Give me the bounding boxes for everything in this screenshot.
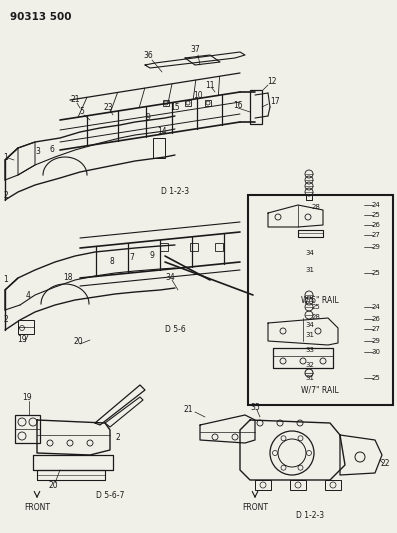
Text: 9: 9 xyxy=(146,114,150,123)
Text: 10: 10 xyxy=(193,92,203,101)
Text: 17: 17 xyxy=(270,98,279,107)
Text: 34: 34 xyxy=(306,322,314,328)
Text: 14: 14 xyxy=(157,127,167,136)
Bar xyxy=(163,100,169,106)
Bar xyxy=(160,243,168,251)
Bar xyxy=(215,243,223,251)
Text: 12: 12 xyxy=(267,77,276,86)
Text: D 1-2-3: D 1-2-3 xyxy=(296,511,324,520)
Text: FRONT: FRONT xyxy=(24,504,50,513)
Text: 27: 27 xyxy=(372,232,380,238)
Text: 25: 25 xyxy=(312,304,320,310)
Bar xyxy=(255,480,271,490)
Text: 90313 500: 90313 500 xyxy=(10,12,71,22)
Text: 35: 35 xyxy=(250,402,260,411)
Text: 5: 5 xyxy=(79,108,85,117)
Bar xyxy=(290,480,306,490)
Text: 28: 28 xyxy=(312,314,320,320)
Text: 27: 27 xyxy=(372,326,380,332)
Text: 26: 26 xyxy=(372,222,380,228)
Text: 32: 32 xyxy=(306,362,314,368)
Text: 31: 31 xyxy=(306,375,314,381)
Bar xyxy=(185,100,191,106)
Bar xyxy=(250,90,262,124)
Text: 25: 25 xyxy=(372,270,380,276)
Text: 24: 24 xyxy=(372,304,380,310)
Text: 31: 31 xyxy=(306,267,314,273)
Bar xyxy=(248,195,393,405)
Text: FRONT: FRONT xyxy=(242,504,268,513)
Bar xyxy=(153,138,165,158)
Text: 33: 33 xyxy=(306,347,314,353)
Text: 31: 31 xyxy=(306,332,314,338)
Text: 2: 2 xyxy=(116,432,120,441)
Text: 29: 29 xyxy=(372,244,380,250)
Text: 20: 20 xyxy=(48,481,58,489)
Text: 34: 34 xyxy=(306,250,314,256)
Text: 2: 2 xyxy=(3,190,8,199)
Text: 36: 36 xyxy=(143,51,153,60)
Text: 21: 21 xyxy=(70,95,80,104)
Text: 19: 19 xyxy=(22,392,32,401)
Text: 9: 9 xyxy=(150,251,154,260)
Text: 25: 25 xyxy=(372,212,380,218)
Text: 20: 20 xyxy=(73,337,83,346)
Text: 7: 7 xyxy=(129,254,135,262)
Text: 1: 1 xyxy=(3,276,8,285)
Text: W/6" RAIL: W/6" RAIL xyxy=(301,295,339,304)
Text: 19: 19 xyxy=(17,335,27,344)
Text: 1: 1 xyxy=(3,154,8,163)
Text: W/7" RAIL: W/7" RAIL xyxy=(301,385,339,394)
Text: 37: 37 xyxy=(190,45,200,54)
Text: D 5-6: D 5-6 xyxy=(165,326,185,335)
Text: 26: 26 xyxy=(372,316,380,322)
Text: 34: 34 xyxy=(165,273,175,282)
Text: 29: 29 xyxy=(372,338,380,344)
Bar xyxy=(15,415,40,443)
Text: 4: 4 xyxy=(25,290,31,300)
Bar xyxy=(190,243,198,251)
Text: 22: 22 xyxy=(380,458,390,467)
Text: 11: 11 xyxy=(205,80,215,90)
Text: 23: 23 xyxy=(103,102,113,111)
Text: 30: 30 xyxy=(372,349,380,355)
Text: D 5-6-7: D 5-6-7 xyxy=(96,490,124,499)
Text: D 1-2-3: D 1-2-3 xyxy=(161,188,189,197)
Text: 6: 6 xyxy=(50,146,54,155)
Bar xyxy=(325,480,341,490)
Text: 3: 3 xyxy=(36,148,40,157)
Text: 2: 2 xyxy=(3,316,8,325)
Text: 8: 8 xyxy=(110,257,114,266)
Text: 18: 18 xyxy=(63,273,73,282)
Bar xyxy=(18,320,34,334)
Bar xyxy=(205,100,211,106)
Text: 28: 28 xyxy=(312,204,320,210)
Text: 15: 15 xyxy=(170,103,180,112)
Text: 24: 24 xyxy=(372,202,380,208)
Text: 21: 21 xyxy=(183,406,193,415)
Text: 16: 16 xyxy=(233,101,243,110)
Text: 25: 25 xyxy=(372,375,380,381)
